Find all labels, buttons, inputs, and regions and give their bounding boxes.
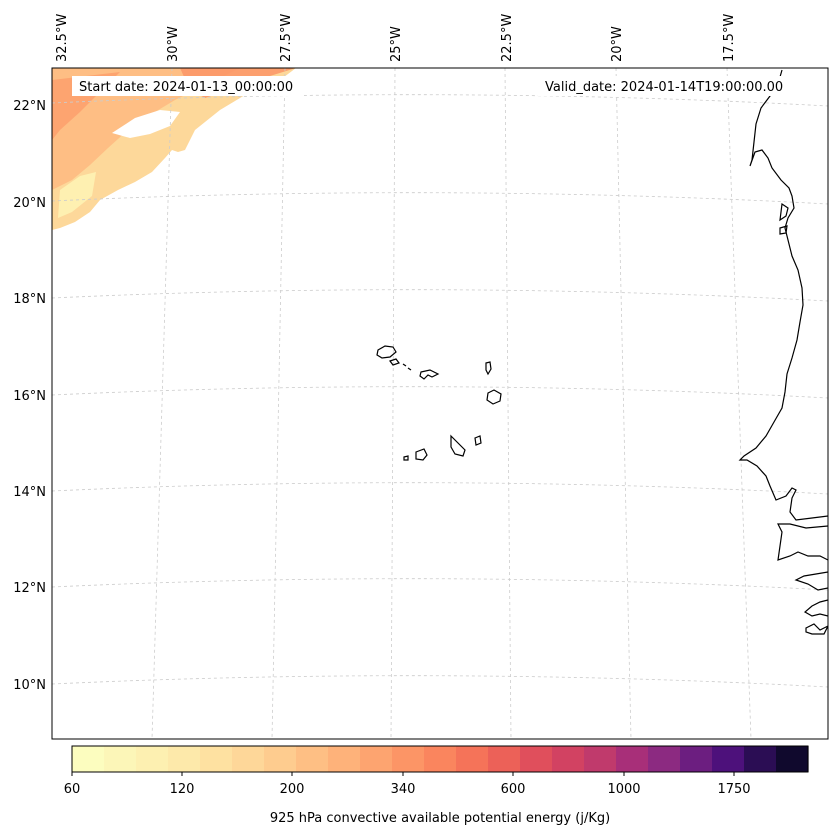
lat-label-10n: 10°N <box>13 678 46 693</box>
parallel-12n <box>52 578 828 591</box>
colorbar-swatch <box>648 746 681 772</box>
cb-label-60: 60 <box>64 782 81 797</box>
colorbar-swatch <box>424 746 457 772</box>
colorbar-swatch <box>136 746 169 772</box>
parallel-10n <box>52 675 828 688</box>
parallel-20n <box>52 192 828 205</box>
colorbar-swatch <box>200 746 233 772</box>
coastline-bijagos <box>803 599 828 617</box>
colorbar-swatch <box>776 746 809 772</box>
parallel-22n <box>52 94 828 107</box>
cape-light-patch <box>58 172 96 218</box>
coastline-guinea-bissau <box>794 571 828 591</box>
colorbar-swatch <box>712 746 745 772</box>
start-date-text: Start date: 2024-01-13_00:00:00 <box>79 80 293 95</box>
map-frame <box>51 67 829 740</box>
parallel-gridlines <box>52 94 828 688</box>
island-brava <box>403 455 409 461</box>
parallel-16n <box>52 386 828 399</box>
lon-label-25w: 25°W <box>389 26 404 62</box>
lat-label-14n: 14°N <box>13 485 46 500</box>
cb-label-1000: 1000 <box>607 782 640 797</box>
colorbar-swatch <box>488 746 521 772</box>
island-santo-antao <box>376 345 397 359</box>
colorbar-swatch <box>168 746 201 772</box>
lon-label-32-5w: 32.5°W <box>55 14 70 62</box>
cb-label-200: 200 <box>280 782 305 797</box>
cape-gap <box>112 110 180 138</box>
lat-label-22n: 22°N <box>13 99 46 114</box>
parallel-18n <box>52 289 828 302</box>
cape-verde-islands <box>376 345 502 461</box>
meridian-22-5w <box>504 68 512 739</box>
cape-region-inner <box>52 68 240 190</box>
colorbar-swatch <box>552 746 585 772</box>
valid-date-box <box>538 76 808 96</box>
island-sal <box>485 361 492 376</box>
start-date-box <box>72 76 304 96</box>
colorbar-swatch <box>232 746 265 772</box>
longitude-labels: 32.5°W 30°W 27.5°W 25°W 22.5°W 20°W 17.5… <box>55 14 737 62</box>
lon-label-27-5w: 27.5°W <box>279 14 294 62</box>
coastline-main <box>738 69 828 521</box>
island-islet <box>407 367 412 371</box>
lon-label-20w: 20°W <box>610 26 625 62</box>
lon-label-30w: 30°W <box>166 26 181 62</box>
colorbar-swatch <box>456 746 489 772</box>
colorbar-swatch <box>296 746 329 772</box>
coastline-guinea-islands <box>805 623 828 635</box>
colorbar-swatch <box>744 746 777 772</box>
lat-label-12n: 12°N <box>13 581 46 596</box>
meridian-20w <box>615 68 632 739</box>
colorbar-swatch <box>616 746 649 772</box>
island-maio <box>474 435 482 446</box>
latitude-labels: 22°N 20°N 18°N 16°N 14°N 12°N 10°N <box>13 99 46 693</box>
coast-islet-2 <box>779 225 788 235</box>
island-sao-vicente <box>389 358 400 366</box>
lat-label-16n: 16°N <box>13 389 46 404</box>
cb-label-340: 340 <box>391 782 416 797</box>
colorbar-swatch <box>360 746 393 772</box>
colorbar <box>72 746 809 772</box>
island-fogo <box>415 448 428 461</box>
colorbar-swatch <box>72 746 105 772</box>
colorbar-tick-labels: 60 120 200 340 600 1000 1750 <box>64 782 751 797</box>
cb-label-600: 600 <box>501 782 526 797</box>
lat-label-20n: 20°N <box>13 196 46 211</box>
colorbar-ticks <box>71 772 735 776</box>
colorbar-swatch <box>392 746 425 772</box>
island-santiago <box>450 434 466 457</box>
lon-label-22-5w: 22.5°W <box>500 14 515 62</box>
colorbar-swatch <box>104 746 137 772</box>
lat-label-18n: 18°N <box>13 292 46 307</box>
coastline-gambia-guinea <box>777 523 828 561</box>
meridian-17-5w <box>726 68 752 739</box>
colorbar-frame <box>71 745 809 773</box>
meridian-gridlines <box>151 68 752 739</box>
colorbar-swatch <box>680 746 713 772</box>
cb-label-1750: 1750 <box>717 782 750 797</box>
cb-label-120: 120 <box>170 782 195 797</box>
colorbar-swatch <box>584 746 617 772</box>
colorbar-swatch <box>264 746 297 772</box>
map-area <box>52 68 828 739</box>
island-boa-vista <box>486 389 502 405</box>
colorbar-swatch <box>520 746 553 772</box>
lon-label-17-5w: 17.5°W <box>722 14 737 62</box>
parallel-14n <box>52 482 828 495</box>
island-santa-luzia <box>402 363 407 367</box>
african-coastline <box>738 69 828 635</box>
meridian-27-5w <box>271 68 286 739</box>
valid-date-text: Valid_date: 2024-01-14T19:00:00.00 <box>545 80 783 95</box>
colorbar-title: 925 hPa convective available potential e… <box>270 811 610 826</box>
colorbar-swatch <box>328 746 361 772</box>
meridian-25w <box>390 68 396 739</box>
coast-islet-1 <box>779 202 789 222</box>
meridian-30w <box>151 68 173 739</box>
island-sao-nicolau <box>419 369 440 380</box>
